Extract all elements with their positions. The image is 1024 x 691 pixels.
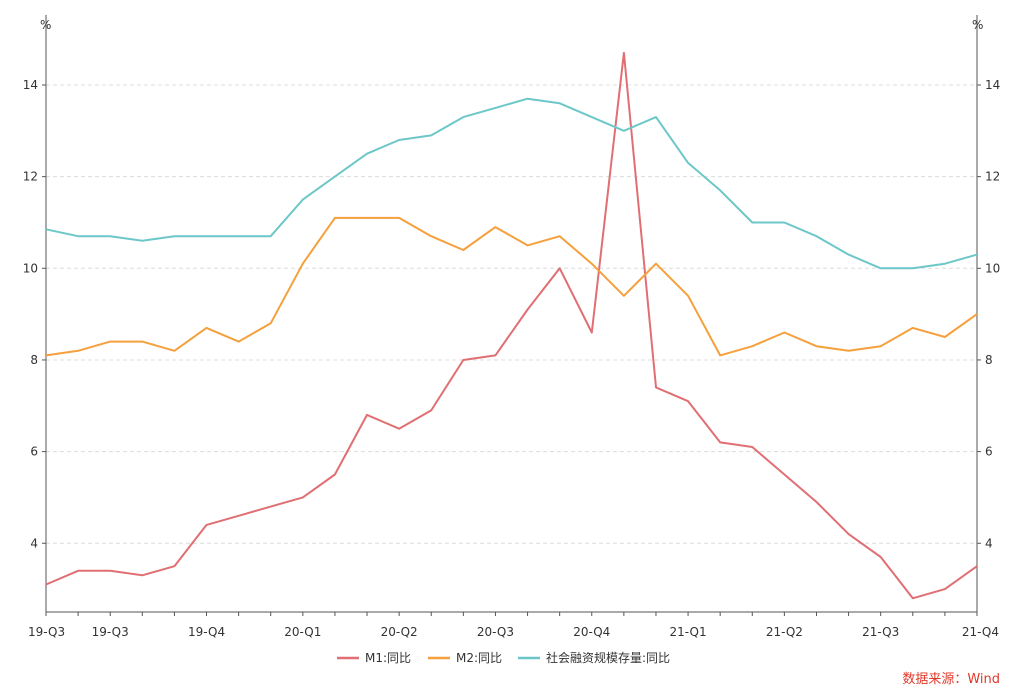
right-y-tick-label: 10 [985, 261, 1000, 275]
x-axis: 19-Q3 19-Q3 19-Q4 20-Q1 20-Q2 20-Q3 20-Q4 21-Q1… [28, 611, 999, 639]
x-tick-label: 20-Q1 [284, 625, 321, 639]
left-y-tick-label: 10 [23, 261, 38, 275]
left-y-tick-label: 14 [23, 78, 38, 92]
data-source-note: 数据来源：Wind [902, 672, 1000, 687]
left-y-tick-label: 8 [30, 353, 38, 367]
x-tick-label: 19-Q3 [28, 625, 65, 639]
right-y-tick-label: 8 [985, 353, 993, 367]
right-y-tick-label: 6 [985, 445, 993, 459]
left-y-tick-label: 6 [30, 445, 38, 459]
x-tick-label: 21-Q1 [670, 625, 707, 639]
right-y-tick-label: 4 [985, 536, 993, 550]
right-y-tick-label: 14 [985, 78, 1000, 92]
series-line-3 [45, 97, 978, 270]
legend-label-3: 社会融资规模存量:同比 [546, 650, 670, 665]
x-tick-label: 19-Q4 [188, 625, 225, 639]
right-axis: 4 6 8 10 12 14 [976, 15, 1000, 612]
left-y-tick-label: 4 [30, 536, 38, 550]
series-lines [45, 51, 978, 600]
x-tick-label: 21-Q4 [962, 625, 999, 639]
legend-label-2: M2:同比 [456, 651, 502, 665]
x-tick-label: 19-Q3 [92, 625, 129, 639]
x-tick-label: 20-Q3 [477, 625, 514, 639]
legend-label-1: M1:同比 [365, 651, 411, 665]
x-tick-label: 21-Q3 [862, 625, 899, 639]
left-unit-label: % [40, 18, 51, 32]
x-tick-label: 21-Q2 [766, 625, 803, 639]
series-line-1 [45, 51, 978, 600]
left-y-tick-label: 12 [23, 170, 38, 184]
grid-lines [46, 84, 977, 544]
x-tick-label: 20-Q2 [381, 625, 418, 639]
legend: M1:同比 M2:同比 社会融资规模存量:同比 [337, 650, 670, 665]
series-line-2 [45, 216, 978, 357]
left-axis: 4 6 8 10 12 14 [23, 15, 47, 612]
right-unit-label: % [972, 18, 983, 32]
x-tick-label: 20-Q4 [573, 625, 610, 639]
right-y-tick-label: 12 [985, 170, 1000, 184]
